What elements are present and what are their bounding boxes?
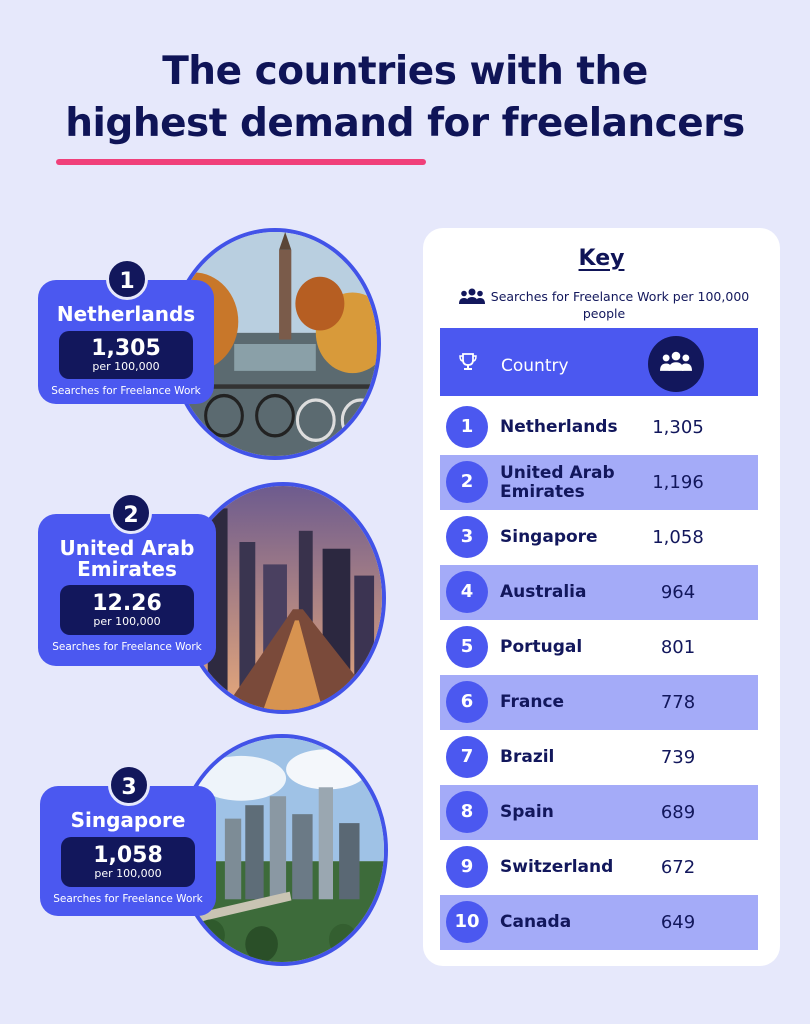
table-row: 1 Netherlands 1,305 (440, 400, 758, 455)
rank-badge: 6 (446, 681, 488, 723)
table-row: 2 United Arab Emirates 1,196 (440, 455, 758, 510)
country-cell: France (500, 692, 565, 712)
country-cell: Singapore (500, 527, 598, 547)
country-cell: Canada (500, 912, 572, 932)
featured-value-box: 1,058 per 100,000 (61, 837, 195, 887)
table-row: 7 Brazil 739 (440, 730, 758, 785)
featured-per: per 100,000 (93, 615, 161, 628)
featured-sub: Searches for Freelance Work (52, 641, 202, 653)
header-country: Country (501, 356, 569, 376)
table-row: 5 Portugal 801 (440, 620, 758, 675)
ranking-table-panel: Key Searches for Freelance Work per 100,… (423, 228, 780, 966)
featured-card-1: Netherlands 1,305 per 100,000 Searches f… (38, 280, 214, 404)
dubai-skyline-photo (180, 482, 386, 714)
value-cell: 778 (660, 692, 696, 713)
table-row: 10 Canada 649 (440, 895, 758, 950)
featured-rank-2: 2 (110, 492, 152, 534)
featured-value-box: 12.26 per 100,000 (60, 585, 194, 635)
table-row: 9 Switzerland 672 (440, 840, 758, 895)
rank-badge: 10 (446, 901, 488, 943)
value-cell: 1,305 (652, 417, 704, 438)
table-row: 3 Singapore 1,058 (440, 510, 758, 565)
rank-badge: 5 (446, 626, 488, 668)
featured-value: 1,305 (91, 336, 161, 361)
people-group-icon (458, 288, 485, 307)
featured-card-3: Singapore 1,058 per 100,000 Searches for… (40, 786, 216, 916)
rank-badge: 1 (446, 406, 488, 448)
rank-badge: 7 (446, 736, 488, 778)
country-cell: Brazil (500, 747, 555, 767)
trophy-icon (458, 352, 478, 376)
country-cell: Portugal (500, 637, 583, 657)
featured-card-2: United Arab Emirates 12.26 per 100,000 S… (38, 514, 216, 666)
featured-value: 12.26 (92, 591, 162, 616)
table-header: Country (440, 328, 758, 396)
featured-value-box: 1,305 per 100,000 (59, 331, 193, 379)
value-cell: 1,058 (652, 527, 704, 548)
rank-badge: 8 (446, 791, 488, 833)
featured-per: per 100,000 (94, 867, 162, 880)
title-underline (56, 159, 426, 165)
people-group-icon (648, 336, 704, 392)
rank-badge: 2 (446, 461, 488, 503)
value-cell: 672 (660, 857, 696, 878)
country-cell: Spain (500, 802, 554, 822)
table-row: 8 Spain 689 (440, 785, 758, 840)
value-cell: 1,196 (652, 472, 704, 493)
country-cell: Switzerland (500, 857, 614, 877)
rank-badge: 3 (446, 516, 488, 558)
page-title: The countries with the highest demand fo… (0, 46, 810, 150)
featured-sub: Searches for Freelance Work (53, 893, 203, 905)
featured-rank-3: 3 (108, 764, 150, 806)
featured-rank-1: 1 (106, 258, 148, 300)
rank-badge: 4 (446, 571, 488, 613)
country-cell: United Arab Emirates (500, 462, 615, 502)
value-cell: 689 (660, 802, 696, 823)
table-body: 1 Netherlands 1,305 2 United Arab Emirates 1,… (440, 400, 758, 950)
country-cell: Netherlands (500, 417, 618, 437)
featured-value: 1,058 (93, 843, 163, 868)
featured-per: per 100,000 (92, 360, 160, 373)
featured-sub: Searches for Freelance Work (51, 385, 201, 397)
title-line-2: highest demand for freelancers (65, 101, 745, 146)
title-line-1: The countries with the (162, 49, 648, 94)
key-title: Key (578, 246, 625, 271)
key-description-text: Searches for Freelance Work per 100,000 … (490, 289, 750, 321)
value-cell: 739 (660, 747, 696, 768)
value-cell: 964 (660, 582, 696, 603)
featured-country: Singapore (70, 808, 186, 832)
table-row: 4 Australia 964 (440, 565, 758, 620)
featured-country: Netherlands (56, 302, 196, 326)
rank-badge: 9 (446, 846, 488, 888)
key-description: Searches for Freelance Work per 100,000 … (439, 288, 769, 321)
country-cell: Australia (500, 582, 587, 602)
table-row: 6 France 778 (440, 675, 758, 730)
value-cell: 649 (660, 912, 696, 933)
featured-country: United Arab Emirates (59, 536, 195, 581)
value-cell: 801 (660, 637, 696, 658)
